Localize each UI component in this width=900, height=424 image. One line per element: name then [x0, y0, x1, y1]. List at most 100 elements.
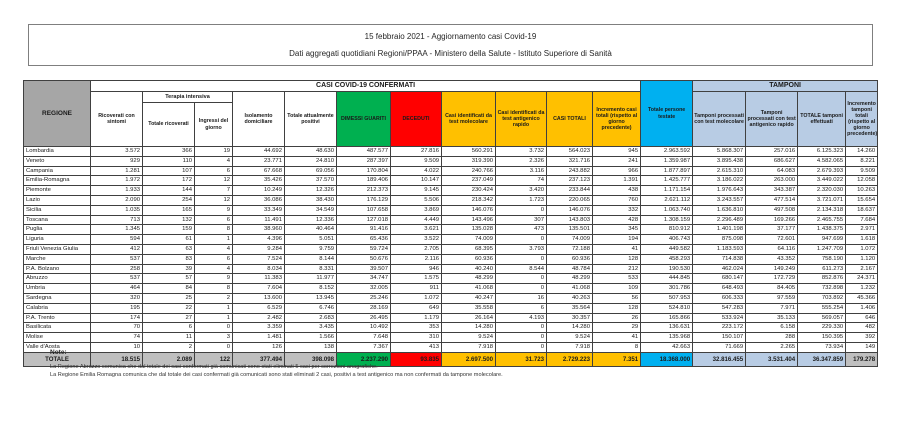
value-cell: 1.072: [845, 243, 879, 255]
value-cell: 8.144: [284, 253, 337, 265]
value-cell: 68.395: [441, 243, 496, 255]
value-cell: 1.972: [90, 175, 143, 187]
value-cell: 135.501: [546, 224, 593, 236]
value-cell: 170.804: [336, 165, 391, 177]
value-cell: 353: [390, 322, 442, 334]
value-cell: 72.188: [546, 243, 593, 255]
value-cell: 41.068: [441, 283, 496, 294]
value-cell: 241: [591, 155, 642, 167]
value-cell: 649: [390, 302, 442, 314]
value-cell: 11.977: [284, 273, 337, 285]
note-line: La Regione Emilia Romagna comunica che d…: [50, 372, 503, 379]
value-cell: 9.524: [546, 332, 593, 343]
region-name-cell: Abruzzo: [23, 273, 91, 285]
value-cell: 1.438.375: [797, 224, 847, 236]
value-cell: 109: [591, 283, 642, 294]
value-cell: 12.058: [845, 175, 879, 187]
value-cell: 2.465.755: [797, 214, 847, 226]
value-cell: 13.600: [232, 292, 285, 304]
value-cell: 38.960: [232, 224, 285, 236]
total-value-cell: 7.351: [591, 351, 642, 367]
value-cell: 150.107: [692, 332, 747, 343]
value-cell: 27.816: [390, 146, 442, 157]
value-cell: 2: [194, 292, 233, 304]
value-cell: 169.266: [745, 214, 799, 226]
value-cell: 4: [194, 243, 233, 255]
region-name-cell: Calabria: [23, 302, 91, 314]
value-cell: 159: [142, 224, 195, 236]
value-cell: 947.699: [797, 234, 847, 245]
value-cell: 40.263: [546, 292, 593, 304]
table-footer: TOTALE 18.515 2.089 122 377.494 398.098 2.237.…: [23, 351, 879, 367]
value-cell: 72.601: [745, 234, 799, 245]
value-cell: 852.876: [797, 273, 847, 285]
value-cell: 107: [142, 165, 195, 177]
value-cell: 319.390: [441, 155, 496, 167]
value-cell: 143.496: [441, 214, 496, 226]
value-cell: 686.627: [745, 155, 799, 167]
value-cell: 190.530: [640, 263, 694, 275]
value-cell: 428: [591, 214, 642, 226]
value-cell: 2.971: [845, 224, 879, 236]
value-cell: 288: [745, 332, 799, 343]
value-cell: 6: [194, 165, 233, 177]
value-cell: 59.724: [336, 243, 391, 255]
col-header-incremento-tamponi: Incremento tamponi totali (rispetto al g…: [845, 91, 879, 147]
value-cell: 135.968: [640, 332, 694, 343]
table-row: Basilicata 70 6 0 3.359 3.435 10.492 353 14.280 0…: [23, 322, 879, 334]
value-cell: 1.179: [390, 312, 442, 324]
value-cell: 127.018: [336, 214, 391, 226]
value-cell: 18.637: [845, 204, 879, 216]
value-cell: 223.172: [692, 322, 747, 334]
value-cell: 11: [142, 332, 195, 343]
value-cell: 30.357: [546, 312, 593, 324]
table-row: Marche 537 83 6 7.524 8.144 50.676 2.116 60.936 0…: [23, 253, 879, 265]
value-cell: 14.280: [441, 322, 496, 334]
value-cell: 257.016: [745, 146, 799, 157]
total-value-cell: 3.531.404: [745, 351, 799, 367]
value-cell: 243.882: [546, 165, 593, 177]
value-cell: 220.065: [546, 194, 593, 206]
table-row: Veneto 929 110 4 23.771 24.810 287.397 9.509 319…: [23, 155, 879, 167]
region-name-cell: Lombardia: [23, 146, 91, 157]
value-cell: 212: [591, 263, 642, 275]
value-cell: 438: [591, 185, 642, 196]
value-cell: 0: [495, 332, 547, 343]
table-row: Campania 1.281 107 6 67.668 69.056 170.804 4.02…: [23, 165, 879, 177]
value-cell: 43.352: [745, 253, 799, 265]
col-header-deceduti: DECEDUTI: [390, 91, 442, 147]
value-cell: 174: [90, 312, 143, 324]
value-cell: 35.133: [745, 312, 799, 324]
total-value-cell: 122: [194, 351, 233, 367]
value-cell: 150.395: [797, 332, 847, 343]
value-cell: 1.232: [845, 283, 879, 294]
value-cell: 533: [591, 273, 642, 285]
value-cell: 37.570: [284, 175, 337, 187]
value-cell: 537: [90, 273, 143, 285]
value-cell: 966: [591, 165, 642, 177]
title-box: 15 febbraio 2021 - Aggiornamento casi Co…: [28, 24, 873, 66]
value-cell: 6: [495, 302, 547, 314]
value-cell: 3.621: [390, 224, 442, 236]
value-cell: 84: [142, 283, 195, 294]
value-cell: 648.493: [692, 283, 747, 294]
value-cell: 172: [142, 175, 195, 187]
value-cell: 301.786: [640, 283, 694, 294]
value-cell: 28.169: [336, 302, 391, 314]
value-cell: 1.308.159: [640, 214, 694, 226]
table-row: P.A. Trento 174 27 1 2.482 2.683 26.495 1.179 26…: [23, 312, 879, 324]
value-cell: 320: [90, 292, 143, 304]
value-cell: 4.449: [390, 214, 442, 226]
value-cell: 237.123: [546, 175, 593, 187]
col-header-isolamento: Isolamento domiciliare: [232, 91, 285, 147]
value-cell: 69.056: [284, 165, 337, 177]
value-cell: 2.167: [845, 263, 879, 275]
value-cell: 2.679.393: [797, 165, 847, 177]
value-cell: 74.009: [441, 234, 496, 245]
table-row: Puglia 1.345 159 8 38.960 40.464 91.416 3.621 13…: [23, 224, 879, 236]
value-cell: 594: [90, 234, 143, 245]
value-cell: 40.464: [284, 224, 337, 236]
value-cell: 606.333: [692, 292, 747, 304]
value-cell: 6.746: [284, 302, 337, 314]
value-cell: 26.164: [441, 312, 496, 324]
